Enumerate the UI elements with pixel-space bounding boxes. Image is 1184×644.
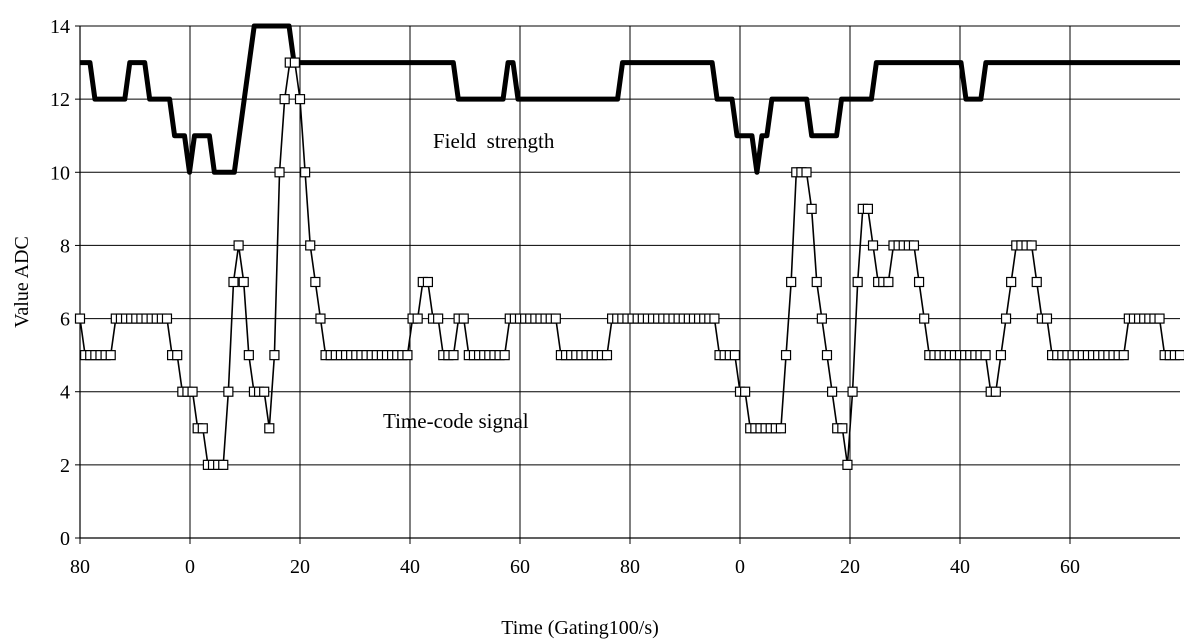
data-point [259,386,270,397]
data-point [172,350,183,361]
data-point [740,386,751,397]
data-point [412,313,423,324]
series-time-code-signal [74,57,1184,470]
x-tick-label: 80 [70,556,90,578]
data-point [228,276,239,288]
data-point [218,459,229,470]
data-point [786,276,797,288]
data-point [264,423,275,434]
data-point [289,57,300,68]
data-point [601,350,613,361]
data-point [105,350,116,361]
data-point [433,313,444,324]
y-tick-label: 2 [60,455,70,477]
data-point [161,313,173,324]
data-point [243,350,254,361]
x-axis-label: Time (Gating100/s) [501,617,659,639]
data-point [847,386,858,397]
data-point [1041,313,1053,324]
series-field-strength [80,23,1180,175]
data-point [980,350,991,361]
x-tick-label: 0 [735,556,745,578]
x-tick-label: 20 [290,556,310,578]
data-point [1154,313,1165,324]
y-tick-label: 4 [60,382,70,404]
data-point [842,459,853,470]
data-point [801,167,812,178]
data-point [816,313,827,324]
data-point [458,313,469,324]
data-point [913,276,925,288]
data-point [811,276,822,288]
x-tick-label: 60 [510,556,530,578]
data-point [233,240,244,251]
data-point [294,94,306,105]
data-point [422,276,434,288]
data-point [300,167,311,178]
data-point [279,94,290,105]
data-point [1031,276,1042,288]
data-point [852,276,863,288]
y-axis-ticks: 0 2 4 6 8 10 12 14 [50,16,70,550]
x-tick-label: 40 [400,556,420,578]
y-tick-label: 0 [60,528,70,550]
data-point [223,386,234,397]
data-point [908,240,920,251]
data-point [499,350,510,361]
data-point [310,276,321,288]
data-point [826,386,838,397]
y-axis-label: Value ADC [11,236,33,328]
y-tick-label: 8 [60,235,70,257]
data-point [315,313,326,324]
y-tick-label: 12 [50,89,70,111]
x-tick-label: 80 [620,556,640,578]
data-point [821,350,833,361]
data-point [1118,350,1129,361]
data-point [1000,313,1012,324]
data-point [187,386,198,397]
data-point [729,350,740,361]
x-tick-label: 0 [185,556,195,578]
annotations: Field strength Time-code signal [383,129,555,433]
data-point [919,313,930,324]
annotation-timecode: Time-code signal [383,409,529,433]
data-point [867,240,879,251]
data-point [448,350,459,361]
data-point [197,423,208,434]
data-point [274,167,285,178]
data-point [775,423,787,434]
y-tick-label: 14 [50,16,70,38]
data-point [1174,350,1184,361]
data-point [74,313,86,324]
data-point [269,350,280,361]
y-tick-label: 10 [50,162,70,184]
data-point [709,313,720,324]
data-point [305,240,316,251]
data-point [550,313,561,324]
x-axis-ticks: 80 0 20 40 60 80 0 20 40 60 [70,556,1080,578]
data-point [1006,276,1017,288]
x-tick-label: 40 [950,556,970,578]
annotation-field: Field strength [433,129,555,153]
data-point [402,350,413,361]
data-point [806,203,817,214]
data-point [238,276,249,288]
data-point [780,350,792,361]
axes [79,26,1180,539]
x-tick-label: 20 [840,556,860,578]
x-tick-label: 60 [1060,556,1080,578]
data-point [883,276,894,288]
data-point [1026,240,1037,251]
data-point [990,386,1001,397]
y-tick-label: 6 [60,309,70,331]
data-point [837,423,848,434]
data-point [995,350,1007,361]
series-line-field [80,23,1180,175]
data-point [862,203,874,214]
